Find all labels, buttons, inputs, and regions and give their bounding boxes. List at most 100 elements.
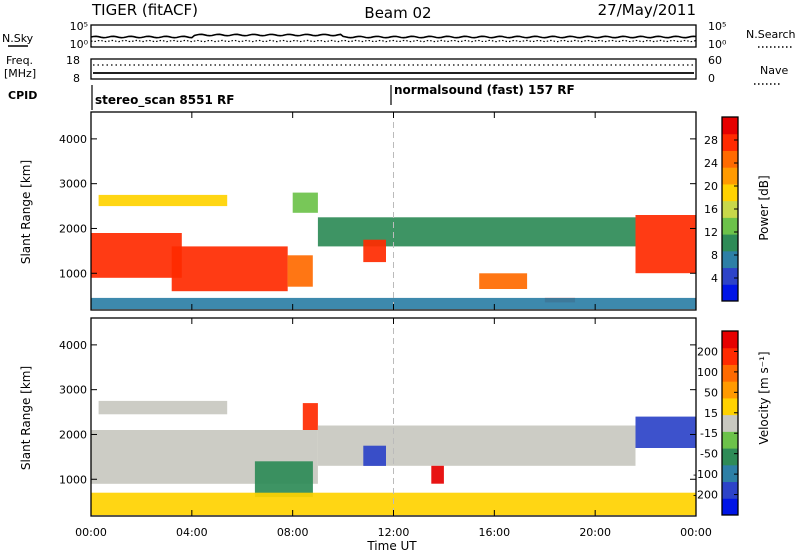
velocity-colorbar-tick-label-1: 100 [697,366,718,379]
power-colorbar-swatch-5 [722,200,738,218]
velocity-ytick-label-0: 1000 [59,473,87,486]
x-tick-label-0: 00:00 [75,526,107,539]
freq-unit-label: [MHz] [4,67,36,80]
power-colorbar-swatch-7 [722,167,738,185]
noise-left-tick-top: 10⁵ [70,20,88,33]
power-colorbar: 28 24 20 16 12 8 4 [704,116,739,302]
velocity-colorbar-tick-label-2: 50 [704,386,718,399]
power-region-1 [98,194,228,207]
velocity-colorbar-tick-label-7: -200 [693,489,718,502]
nave-tick-bottom: 0 [708,72,715,85]
velocity-colorbar-swatch-10 [722,331,738,349]
velocity-colorbar-tick-label-5: -50 [700,448,718,461]
velocity-colorbar-swatch-4 [722,431,738,449]
power-colorbar-swatch-0 [722,284,738,302]
cpid-program-2: normalsound (fast) 157 RF [394,83,575,97]
power-colorbar-swatch-6 [722,183,738,202]
noise-search-trace [90,39,697,43]
x-tick-label-3: 12:00 [378,526,410,539]
x-axis-title: Time UT [366,539,417,553]
velocity-colorbar-swatch-7 [722,381,738,399]
cpid-program-1: stereo_scan 8551 RF [95,93,234,108]
power-colorbar-tick-label-0: 28 [704,134,718,147]
noise-left-tick-bottom: 10⁰ [70,38,89,51]
noise-right-tick-top: 10⁵ [708,20,726,33]
freq-panel-frame [90,58,697,80]
power-colorbar-swatch-10 [722,117,738,135]
x-tick-label-2: 08:00 [277,526,309,539]
velocity-colorbar-title-text: Velocity [m s⁻¹] [757,351,771,444]
noise-left-label: N.Sky [2,32,34,45]
velocity-colorbar-frame [721,330,739,516]
nave-tick-top: 60 [708,54,722,67]
velocity-ytick-label-1: 2000 [59,428,87,441]
time-axis: 00:00 04:00 08:00 12:00 16:00 20:00 00:00 [75,526,712,539]
velocity-colorbar: 200 100 50 15 -15 -50 -100 -200 [693,330,739,516]
velocity-ytick-label-3: 4000 [59,339,87,352]
power-ytick-label-1: 2000 [59,222,87,235]
velocity-colorbar-swatch-5 [722,414,738,432]
freq-label: Freq. [6,54,33,67]
power-panel: 1000 2000 3000 4000 [59,111,697,311]
x-tick-label-1: 04:00 [176,526,208,539]
power-colorbar-swatch-9 [722,133,738,151]
velocity-region-7 [635,416,696,448]
velocity-colorbar-swatch-6 [722,397,738,416]
velocity-colorbar-swatch-2 [722,464,738,483]
power-colorbar-tick-label-4: 12 [704,226,718,239]
freq-tick-top: 18 [66,54,80,67]
x-tick-label-6: 00:00 [680,526,712,539]
x-tick-label-4: 16:00 [478,526,510,539]
power-region-6 [363,239,386,263]
power-ytick-label-0: 1000 [59,267,87,280]
velocity-colorbar-swatch-9 [722,347,738,365]
noise-right-tick-bottom: 10⁰ [708,38,727,51]
power-colorbar-swatch-2 [722,250,738,269]
cpid-label: CPID [8,89,37,102]
power-colorbar-swatch-4 [722,217,738,235]
power-region-9 [635,215,696,274]
velocity-ytick-label-2: 3000 [59,384,87,397]
power-colorbar-swatch-3 [722,234,738,252]
power-region-0 [91,233,182,278]
date-title: 27/May/2011 [598,1,696,19]
power-ytick-label-2: 3000 [59,178,87,191]
freq-panel: Freq. [MHz] 18 8 60 0 Nave [4,54,788,85]
power-colorbar-swatch-1 [722,267,738,285]
power-colorbar-tick-label-5: 8 [711,249,718,262]
velocity-colorbar-tick-label-6: -100 [693,468,718,481]
velocity-region-2 [254,461,313,498]
velocity-ylabel: Slant Range [km] [19,366,33,470]
velocity-colorbar-tick-label-0: 200 [697,345,718,358]
velocity-colorbar-tick-label-4: -15 [700,427,718,440]
power-region-7 [479,273,528,289]
velocity-data-layer [91,400,696,516]
velocity-colorbar-swatch-3 [722,448,738,466]
beam-title: Beam 02 [364,4,431,22]
velocity-region-3 [302,403,318,430]
velocity-plot-area [91,318,696,516]
power-region-3 [287,255,313,287]
power-colorbar-tick-label-3: 16 [704,203,718,216]
noise-right-label: N.Search [746,28,796,41]
noise-panel: N.Sky 10⁵ 10⁰ 10⁵ 10⁰ N.Search [2,20,796,51]
power-colorbar-swatch-8 [722,150,738,168]
velocity-colorbar-swatch-1 [722,481,738,499]
power-colorbar-tick-label-1: 24 [704,157,718,170]
velocity-region-1 [98,400,228,415]
power-colorbar-tick-label-2: 20 [704,180,718,193]
x-tick-label-5: 20:00 [579,526,611,539]
velocity-colorbar-title: Velocity [m s⁻¹] [757,351,771,444]
cpid-bar: CPID stereo_scan 8551 RF normalsound (fa… [8,83,575,110]
station-title: TIGER (fitACF) [91,1,198,19]
power-region-2 [171,246,288,292]
velocity-colorbar-swatch-8 [722,364,738,382]
power-colorbar-tick-label-6: 4 [711,272,718,285]
velocity-colorbar-swatch-0 [722,498,738,516]
power-region-4 [292,192,318,213]
nave-label: Nave [760,64,788,77]
power-ylabel: Slant Range [km] [19,160,33,264]
velocity-colorbar-tick-label-3: 15 [704,407,718,420]
velocity-panel: 1000 2000 3000 4000 [59,317,697,517]
